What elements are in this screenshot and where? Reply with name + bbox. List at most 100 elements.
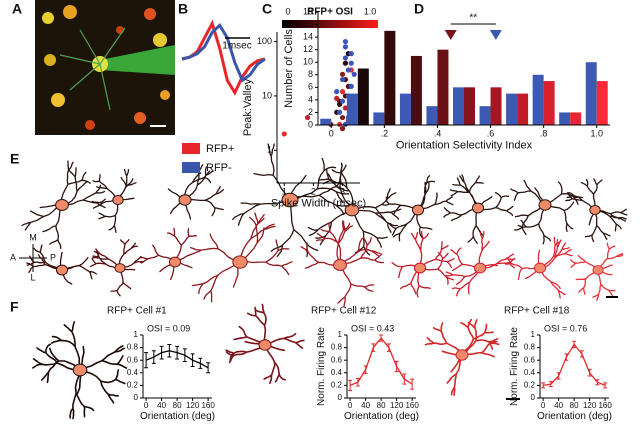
- error-bar: [206, 362, 211, 374]
- soma: [55, 198, 69, 212]
- x-axis-label: Orientation (deg): [537, 411, 612, 422]
- soma: [413, 262, 427, 274]
- x-tick-label: 0: [541, 401, 546, 410]
- x-axis-label: Orientation (deg): [140, 411, 215, 422]
- point: [337, 121, 343, 127]
- annotation: OSI = 0.09: [147, 323, 190, 333]
- y-tick-label: 0.2: [524, 381, 536, 390]
- soma: [72, 363, 88, 377]
- neuron-tracing: [443, 174, 514, 244]
- scale-bar: [606, 296, 618, 298]
- soma: [592, 265, 604, 275]
- error-bar: [410, 378, 415, 390]
- y-tick-label: 0.2: [331, 381, 343, 390]
- neuron-tracing: [21, 160, 106, 250]
- y-axis-label: Norm. Firing Rate: [509, 327, 520, 406]
- legend-label: RFP-: [206, 162, 232, 174]
- panel-label: C: [262, 1, 272, 17]
- legend-swatch: [182, 162, 200, 173]
- point: [348, 60, 354, 66]
- x-tick-label: 120: [186, 401, 200, 410]
- neuron-tracing: [565, 178, 628, 243]
- x-tick-label: 160: [405, 401, 419, 410]
- y-tick-label: 100: [257, 36, 272, 46]
- annotation: OSI = 0.43: [351, 323, 394, 333]
- panel-label: B: [178, 1, 188, 17]
- compass: [19, 244, 47, 272]
- bar: [506, 93, 518, 125]
- colorbar-tick-label: 1.0: [364, 6, 377, 16]
- bar: [453, 87, 464, 125]
- x-tick-label: .6: [487, 128, 495, 138]
- point: [339, 71, 346, 77]
- point: [339, 98, 346, 104]
- soma: [411, 204, 425, 216]
- error-bar: [541, 382, 546, 389]
- soma: [178, 194, 192, 206]
- tuning-curve: [349, 337, 413, 387]
- soma: [281, 192, 299, 208]
- y-tick-label: 0.2: [127, 381, 139, 390]
- x-tick-label: .4: [434, 128, 442, 138]
- x-tick-label: 40: [157, 401, 166, 410]
- bar: [517, 93, 529, 125]
- x-tick-label: 160: [201, 401, 215, 410]
- x-tick-label: 80: [377, 401, 386, 410]
- y-tick-label: 10: [303, 57, 313, 67]
- tuning-curve: [145, 350, 209, 369]
- mean-marker: [489, 30, 502, 40]
- point: [345, 67, 351, 73]
- bar: [410, 55, 422, 125]
- point: [342, 44, 349, 50]
- bar: [596, 81, 608, 125]
- soma: [258, 339, 272, 351]
- neuron-tracing: [89, 239, 145, 297]
- x-axis-label: Orientation (deg): [344, 411, 419, 422]
- soma: [473, 262, 487, 274]
- point: [342, 60, 349, 66]
- bar: [357, 68, 369, 125]
- x-tick-label: 0: [348, 401, 353, 410]
- x-tick-label: 160: [598, 401, 612, 410]
- soma: [538, 199, 552, 211]
- neuron-tracing: [225, 303, 305, 384]
- point: [334, 95, 340, 102]
- y-tick-label: 0.4: [524, 368, 536, 377]
- bar: [373, 112, 385, 125]
- y-axis-label: Peak:Valley: [242, 78, 254, 136]
- soma: [344, 203, 360, 217]
- point: [348, 83, 354, 89]
- x-tick-label: 2: [311, 186, 316, 196]
- soma: [112, 194, 124, 206]
- soma: [455, 349, 469, 361]
- x-axis-label: Spike Width (msec): [271, 198, 366, 210]
- legend-swatch: [182, 143, 200, 154]
- x-tick-label: 80: [570, 401, 579, 410]
- bar: [464, 87, 475, 125]
- x-tick-label: 0: [329, 128, 334, 138]
- point: [339, 76, 346, 83]
- neuron-tracing: [307, 162, 402, 256]
- neuron-tracing: [139, 227, 197, 281]
- x-tick-label: 0: [144, 401, 149, 410]
- waveform: [181, 22, 266, 83]
- neuron-tracing: [190, 212, 293, 303]
- bar: [490, 87, 502, 125]
- error-bar: [603, 382, 608, 389]
- y-tick-label: 1: [134, 330, 139, 339]
- micrograph: [35, 0, 175, 135]
- y-tick-label: 0.8: [524, 343, 536, 352]
- y-tick-label: 4: [308, 94, 313, 104]
- point: [342, 105, 349, 111]
- neuron-tracing: [391, 230, 455, 298]
- y-tick-label: 1: [338, 330, 343, 339]
- y-tick-label: 8: [308, 69, 313, 79]
- compass-label: P: [50, 252, 56, 262]
- chart-title: RFP+ Cell #1: [107, 306, 167, 317]
- y-tick-label: 0.6: [524, 355, 536, 364]
- point: [339, 114, 346, 121]
- neuron-tracing: [91, 168, 137, 233]
- neuron-tracing: [300, 220, 385, 307]
- soma: [471, 202, 485, 214]
- point: [348, 51, 354, 57]
